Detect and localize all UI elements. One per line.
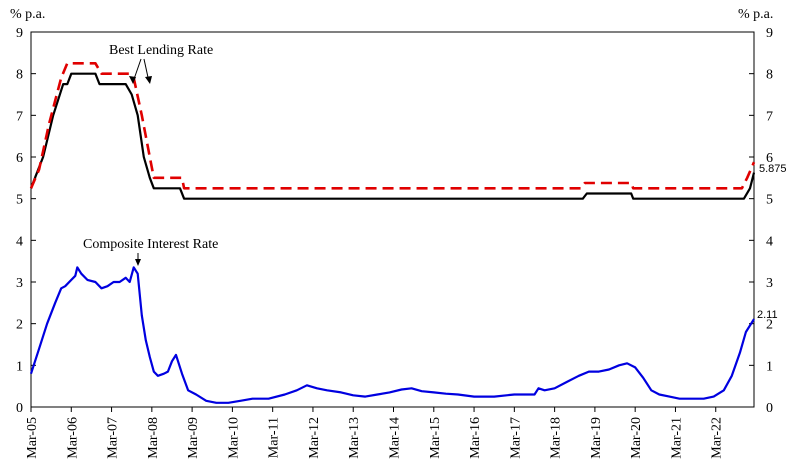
x-tick-label: Mar-19 [589, 417, 604, 459]
y-tick-label-right: 5 [766, 193, 773, 208]
arrowhead-3 [135, 259, 141, 266]
series-line-blue [29, 266, 755, 404]
y-tick-label-right: 1 [766, 359, 773, 374]
x-tick-label: Mar-06 [65, 417, 80, 459]
x-tick-label: Mar-18 [549, 417, 564, 459]
y-tick-label-right: 7 [766, 109, 773, 124]
x-tick-label: Mar-05 [25, 417, 40, 459]
annotation-composite-interest-rate-label: Composite Interest Rate [83, 237, 218, 252]
y-axis-unit-right: % p.a. [738, 7, 773, 22]
x-tick-label: Mar-22 [710, 417, 725, 459]
y-tick-label-right: 4 [766, 234, 773, 249]
y-tick-label-left: 2 [16, 318, 23, 333]
x-tick-label: Mar-08 [146, 417, 161, 459]
y-tick-label-left: 1 [16, 359, 23, 374]
y-tick-label-right: 0 [766, 401, 773, 416]
series-line-red-dashed [29, 62, 756, 190]
y-tick-label-left: 5 [16, 193, 23, 208]
plot-area-frame [30, 31, 755, 408]
x-tick-label: Mar-21 [669, 417, 684, 459]
x-tick-label: Mar-20 [629, 417, 644, 459]
y-tick-label-right: 2 [766, 318, 773, 333]
annotation-best-lending-rate-label: Best Lending Rate [109, 43, 213, 58]
end-label-best-lending-rate: 5.875 [759, 163, 787, 175]
arrowhead-2 [145, 76, 152, 84]
x-tick-label: Mar-09 [186, 417, 201, 459]
y-axis-right: 0 1 2 3 4 5 6 7 8 9 [749, 26, 773, 416]
y-axis-left: 0 1 2 3 4 5 6 7 8 9 [16, 26, 36, 416]
y-tick-label-right: 8 [766, 68, 773, 83]
x-tick-label: Mar-11 [267, 417, 282, 458]
end-label-composite-interest-rate: 2.11 [757, 309, 778, 321]
y-tick-label-right: 3 [766, 276, 773, 291]
x-tick-label: Mar-12 [307, 417, 322, 459]
y-tick-label-left: 6 [16, 151, 23, 166]
x-tick-label: Mar-13 [347, 417, 362, 459]
x-axis: Mar-05 Mar-06 Mar-07 Mar-08 Mar-09 Mar-10 Mar-… [25, 407, 725, 459]
x-tick-label: Mar-14 [388, 417, 403, 459]
arrowhead-1 [129, 76, 136, 84]
x-tick-label: Mar-17 [508, 417, 523, 459]
x-tick-label: Mar-16 [468, 417, 483, 459]
annotation-composite-interest-rate: Composite Interest Rate [83, 237, 218, 266]
series-layer [29, 62, 756, 404]
x-tick-label: Mar-07 [106, 417, 121, 459]
y-tick-label-left: 8 [16, 68, 23, 83]
annotation-best-lending-rate: Best Lending Rate [109, 43, 213, 84]
y-tick-label-right: 6 [766, 151, 773, 166]
y-axis-unit-left: % p.a. [10, 7, 45, 22]
y-tick-label-left: 0 [16, 401, 23, 416]
y-tick-label-left: 3 [16, 276, 23, 291]
series-line-black [29, 72, 756, 200]
y-tick-label-left: 9 [16, 26, 23, 41]
x-tick-label: Mar-15 [428, 417, 443, 459]
y-tick-label-left: 7 [16, 109, 23, 124]
y-tick-label-left: 4 [16, 234, 23, 249]
y-tick-label-right: 9 [766, 26, 773, 41]
x-tick-label: Mar-10 [226, 417, 241, 459]
